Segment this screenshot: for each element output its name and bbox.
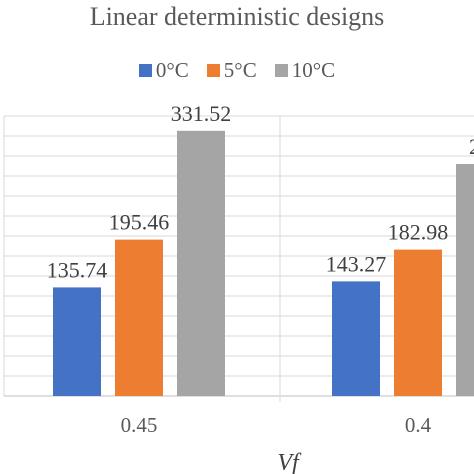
legend-item-5c: 5°C bbox=[206, 58, 257, 83]
data-label: 135.74 bbox=[47, 257, 108, 282]
data-label: 143.27 bbox=[326, 251, 387, 276]
data-label: 331.52 bbox=[171, 101, 232, 126]
data-label: 29 bbox=[469, 134, 474, 159]
x-tick-label: 0.4 bbox=[405, 413, 432, 437]
legend-label-10c: 10°C bbox=[291, 58, 336, 82]
bar-10C-0.45 bbox=[177, 130, 225, 396]
legend-item-0c: 0°C bbox=[138, 58, 189, 83]
legend: 0°C 5°C 10°C bbox=[0, 58, 474, 83]
legend-swatch-5c bbox=[206, 64, 220, 77]
bar-0C-0.45 bbox=[53, 287, 101, 396]
bar-5C-0.4 bbox=[394, 249, 442, 396]
bar-5C-0.45 bbox=[115, 239, 163, 396]
legend-label-0c: 0°C bbox=[155, 58, 189, 82]
legend-swatch-10c bbox=[274, 64, 288, 77]
legend-label-5c: 5°C bbox=[223, 58, 257, 82]
bar-10C-0.4 bbox=[456, 164, 474, 396]
bar-0C-0.4 bbox=[332, 281, 380, 396]
data-label: 182.98 bbox=[388, 220, 449, 245]
legend-item-10c: 10°C bbox=[274, 58, 336, 83]
x-tick-label: 0.45 bbox=[121, 413, 158, 437]
legend-swatch-0c bbox=[138, 64, 152, 77]
x-axis-label: Vf bbox=[277, 450, 302, 474]
chart-title: Linear deterministic designs bbox=[89, 2, 385, 31]
data-label: 195.46 bbox=[109, 210, 170, 235]
